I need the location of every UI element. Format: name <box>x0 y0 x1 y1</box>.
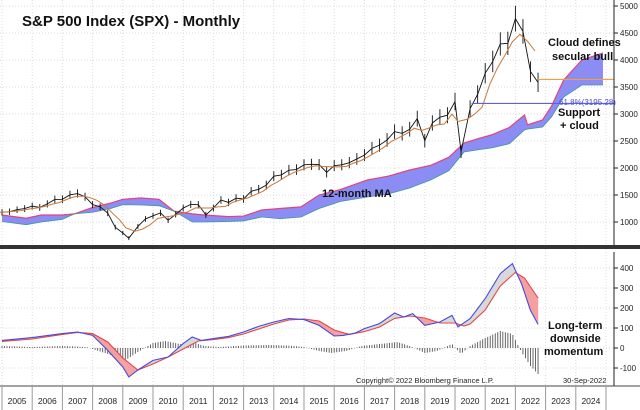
macd-tick-label: 0 <box>620 344 625 353</box>
macd-signal-fill <box>501 271 503 286</box>
price-line <box>1 17 539 239</box>
panel-separator <box>0 245 640 249</box>
macd-signal-fill <box>500 272 502 287</box>
momentum-note-line-2: downside <box>550 333 601 345</box>
macd-signal-fill <box>535 293 537 323</box>
year-label: 2009 <box>128 396 147 406</box>
macd-signal-fill <box>503 269 506 283</box>
year-label: 2015 <box>310 396 329 406</box>
signal-line <box>1 271 539 371</box>
ichimoku-cloud <box>1 52 604 226</box>
macd-signal-fill <box>505 268 507 282</box>
year-label: 2023 <box>551 396 570 406</box>
year-label: 2005 <box>8 396 27 406</box>
year-label: 2012 <box>219 396 238 406</box>
copyright: Copyright© 2022 Bloomberg Finance L.P. <box>356 376 494 385</box>
macd-signal-fill <box>502 270 505 285</box>
price-tick-label: 3000 <box>620 110 638 119</box>
macd-signal-fill <box>510 263 512 278</box>
chart-title: S&P 500 Index (SPX) - Monthly <box>22 13 241 30</box>
year-label: 2022 <box>521 396 540 406</box>
moving-average-line <box>0 33 536 232</box>
year-label: 2020 <box>461 396 480 406</box>
year-label: 2010 <box>159 396 178 406</box>
year-label: 2021 <box>491 396 510 406</box>
price-tick-label: 3500 <box>620 83 638 92</box>
macd-signal-fill <box>130 363 132 377</box>
year-label: 2024 <box>581 396 600 406</box>
support-note-line-2: + cloud <box>560 120 599 132</box>
date-label: 30-Sep-2022 <box>563 376 606 385</box>
price-tick-label: 1500 <box>620 191 638 200</box>
momentum-note-line-1: Long-term <box>548 320 603 332</box>
macd-signal-fill <box>424 317 427 326</box>
cloud-lower-edge <box>1 84 603 226</box>
fib-label: 61.8%(3195.28) <box>559 98 616 107</box>
macd-signal-fill <box>507 265 510 280</box>
ma-label: 12-month MA <box>322 188 392 200</box>
price-tick-label: 5000 <box>620 2 638 11</box>
macd-tick-label: 100 <box>620 324 634 333</box>
year-label: 2019 <box>430 396 449 406</box>
macd-tick-label: 200 <box>620 304 634 313</box>
macd-signal-fill <box>534 291 536 320</box>
macd-tick-label: 300 <box>620 284 634 293</box>
macd-signal-fill <box>536 295 539 325</box>
year-label: 2011 <box>189 396 208 406</box>
cloud-note-line-2: secular bull <box>552 51 613 63</box>
year-label: 2018 <box>400 396 419 406</box>
macd-signal-fill <box>425 318 428 326</box>
year-label: 2007 <box>68 396 87 406</box>
price-series <box>0 5 614 241</box>
price-tick-label: 4000 <box>620 56 638 65</box>
year-label: 2013 <box>249 396 268 406</box>
grid <box>0 0 614 386</box>
macd-signal-fill <box>530 286 532 313</box>
macd-signal-fill <box>511 264 514 277</box>
year-label: 2014 <box>279 396 298 406</box>
macd-panel <box>1 262 539 378</box>
year-label: 2006 <box>38 396 57 406</box>
macd-line <box>1 262 539 378</box>
price-tick-label: 2500 <box>620 137 638 146</box>
macd-tick-label: -100 <box>620 364 637 373</box>
year-label: 2016 <box>340 396 359 406</box>
macd-signal-fill <box>532 290 535 318</box>
year-label: 2008 <box>98 396 117 406</box>
macd-signal-fill <box>508 264 511 279</box>
support-note-line-1: Support <box>558 107 600 119</box>
year-label: 2017 <box>370 396 389 406</box>
macd-signal-fill <box>531 288 534 316</box>
price-tick-label: 1000 <box>620 218 638 227</box>
cloud-upper-edge <box>1 52 604 219</box>
macd-signal-fill <box>128 362 131 378</box>
price-tick-label: 2000 <box>620 164 638 173</box>
cloud-note-line-1: Cloud defines <box>548 37 621 49</box>
price-tick-label: 4500 <box>620 29 638 38</box>
momentum-note-line-3: momentum <box>544 346 604 358</box>
macd-signal-fill <box>334 329 336 337</box>
macd-tick-label: 400 <box>620 264 634 273</box>
cloud-area <box>2 52 603 225</box>
macd-signal-fill <box>506 267 509 281</box>
